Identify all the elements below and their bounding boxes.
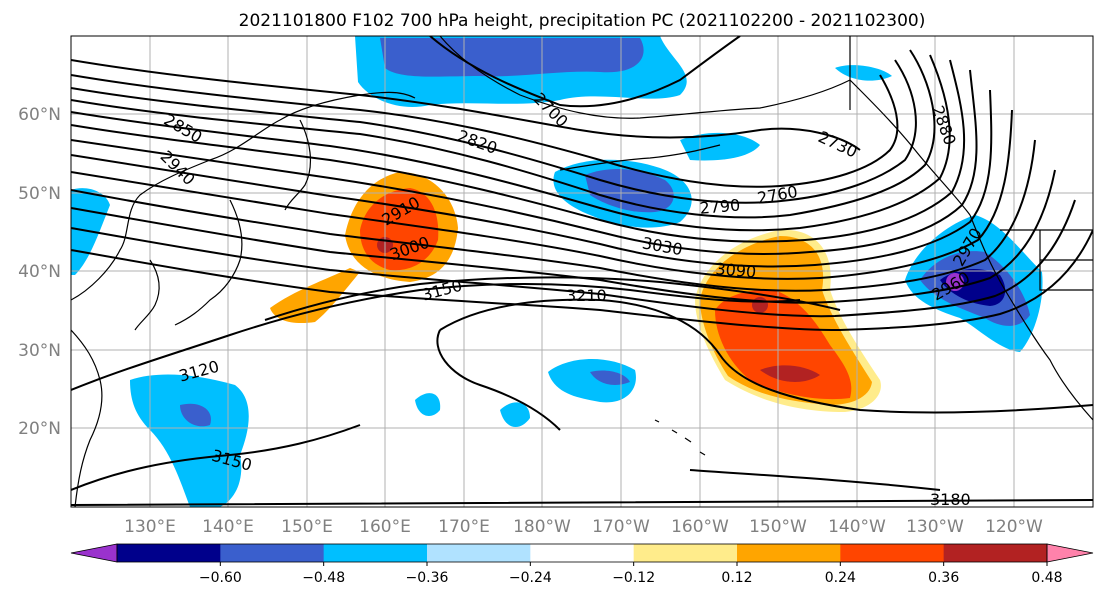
colorbar-tick-label: −0.36 [406,570,449,586]
precip-anomaly-small-2 [500,402,530,428]
contour-label: 3180 [930,490,971,509]
colorbar-segment [117,544,221,562]
precip-anomaly-central-pacific-core [590,370,630,385]
coastline-japan [174,199,243,326]
map-frame [70,35,1094,508]
contour-3180 [71,469,1093,506]
lon-tick-label: 160°W [671,517,729,537]
colorbar-segment [427,544,531,562]
contour-label: 3090 [715,259,757,281]
colorbar-extend-low [70,543,118,563]
precip-anomaly-aleutian-core [585,168,674,213]
coastline-china [71,329,103,507]
colorbar-extend-high [1046,543,1094,563]
coastline-hawaii [654,419,706,456]
lon-axis: 130°E 140°E 150°E 160°E 170°E 180°W 170°… [124,517,1043,537]
colorbar-tick-label: 0.48 [1031,570,1062,586]
colorbar-segments [70,543,1094,563]
coastline-kamchatka [284,119,311,211]
colorbar-segment [633,544,738,562]
lat-tick-label: 30°N [18,341,61,361]
contour-2730 [71,59,861,151]
colorbar-segment [323,544,428,562]
colorbar-segment [840,544,945,562]
contour-2940 [71,89,993,268]
contour-label: 3210 [566,286,607,305]
lon-tick-label: 150°W [749,517,807,537]
colorbar: −0.60 −0.48 −0.36 −0.24 −0.12 0.12 0.24 0.36 0.4… [70,543,1094,586]
lat-tick-label: 60°N [18,105,61,125]
border-states [1039,230,1093,291]
coastline-aleutians [559,144,721,171]
lon-tick-label: 180°W [513,517,571,537]
colorbar-tick-label: 0.24 [825,570,856,586]
precip-anomaly-hawaii-north-core [715,289,852,400]
figure-title: 2021101800 F102 700 hPa height, precipit… [239,11,926,31]
lon-tick-label: 160°E [359,517,411,537]
gridlines [71,36,1093,507]
precip-anomaly-small-3 [835,65,892,81]
precip-anomaly-hawaii-north-peak-2 [752,297,768,313]
lon-tick-label: 140°E [202,517,254,537]
precip-anomaly-west-pacific [130,374,249,507]
contour-3060 [71,199,1076,318]
contour-label: 2790 [699,195,741,217]
colorbar-segment [220,544,325,562]
contour-2760 [71,74,899,188]
lat-tick-label: 20°N [18,419,61,439]
precip-anomaly-west-pacific-core [180,403,211,427]
contour-2880 [71,59,966,243]
colorbar-tick-label: −0.60 [199,570,242,586]
precip-anomaly-hawaii-north-peak [760,365,820,382]
lon-tick-label: 120°W [985,517,1043,537]
colorbar-segment [943,544,1048,562]
colorbar-outline [116,543,1048,563]
contour-3120 [71,283,801,391]
contour-3000 [71,139,1036,292]
colorbar-tick-label: 0.12 [721,570,752,586]
coastline-na-west [969,214,1093,421]
contour-2970 [71,109,1013,280]
contour-2790 [71,59,917,204]
lon-tick-label: 130°E [124,517,176,537]
lon-tick-label: 170°E [438,517,490,537]
lon-tick-label: 170°W [592,517,650,537]
lat-axis: 60°N 50°N 40°N 30°N 20°N [18,105,61,439]
colorbar-ticks: −0.60 −0.48 −0.36 −0.24 −0.12 0.12 0.24 0.36 0.4… [199,562,1063,586]
lon-tick-label: 130°W [906,517,964,537]
map-panel: 2850 2940 2910 3000 2820 2700 2730 2880 … [18,35,1094,537]
lat-tick-label: 40°N [18,262,61,282]
contour-3090 [71,229,1093,332]
contour-2820 [71,49,936,219]
lon-tick-label: 140°W [828,517,886,537]
precip-anomaly-central-pacific [548,358,636,403]
lon-tick-label: 150°E [281,517,333,537]
precip-anomaly-small-1 [415,393,441,416]
coastline-alaska-panhandle [849,79,971,216]
precip-anomaly-north-pacific-core [380,38,644,77]
coastline-alaska [439,36,851,119]
colorbar-tick-label: −0.12 [612,570,655,586]
precip-anomaly-japan-east-tail [270,268,360,324]
contour-3030 [71,169,1056,304]
coastline-korea [134,259,160,331]
colorbar-segment [737,544,841,562]
contour-2850 [71,54,951,232]
lat-tick-label: 50°N [18,184,61,204]
contour-3150 [71,276,841,491]
colorbar-tick-label: 0.36 [928,570,959,586]
height-contours [71,36,1093,506]
colorbar-tick-label: −0.48 [302,570,345,586]
colorbar-tick-label: −0.24 [509,570,552,586]
contour-2700 [429,36,741,108]
contour-2910 [71,69,978,255]
colorbar-segment [530,544,635,562]
contour-3210 [436,298,1093,431]
